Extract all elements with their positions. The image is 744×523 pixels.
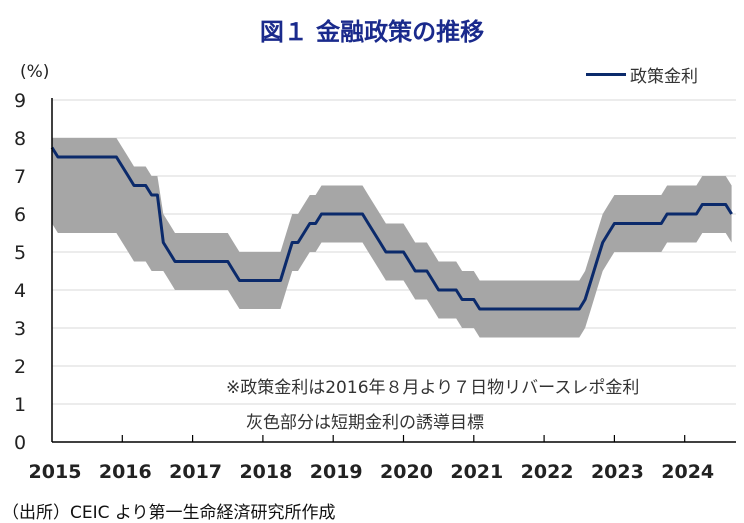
x-tick-label: 2019	[310, 461, 363, 483]
y-tick-label: 0	[14, 432, 26, 454]
x-tick-label: 2023	[591, 461, 644, 483]
x-tick-label: 2021	[450, 461, 503, 483]
x-tick-label: 2017	[169, 461, 222, 483]
target-band-area	[52, 138, 732, 338]
y-tick-label: 2	[14, 356, 26, 378]
y-tick-label: 1	[14, 394, 26, 416]
y-tick-label: 3	[14, 318, 26, 340]
x-tick-label: 2018	[239, 461, 292, 483]
policy-rate-line	[50, 146, 733, 311]
legend-label-policy-rate: 政策金利	[630, 67, 698, 87]
x-tick-label: 2024	[661, 461, 714, 483]
x-tick-label: 2016	[99, 461, 152, 483]
chart-title: 図１ 金融政策の推移	[259, 18, 485, 46]
y-axis-unit-label: (%)	[20, 62, 50, 82]
annotation-policy-rate-note: ※政策金利は2016年８月より７日物リバースレポ金利	[226, 378, 640, 398]
y-tick-label: 5	[14, 242, 26, 264]
x-tick-label: 2022	[521, 461, 574, 483]
legend-swatch-policy-rate	[586, 73, 626, 76]
legend: 政策金利	[586, 62, 698, 87]
y-tick-label: 4	[14, 280, 26, 302]
x-tick-label: 2015	[29, 461, 82, 483]
y-tick-label: 6	[14, 204, 26, 226]
annotation-band-note: 灰色部分は短期金利の誘導目標	[246, 413, 484, 433]
y-tick-label: 8	[14, 128, 26, 150]
y-tick-label: 9	[14, 90, 26, 112]
y-tick-label: 7	[14, 166, 26, 188]
x-tick-label: 2020	[380, 461, 433, 483]
source-note: （出所）CEIC より第一生命経済研究所作成	[2, 503, 336, 523]
